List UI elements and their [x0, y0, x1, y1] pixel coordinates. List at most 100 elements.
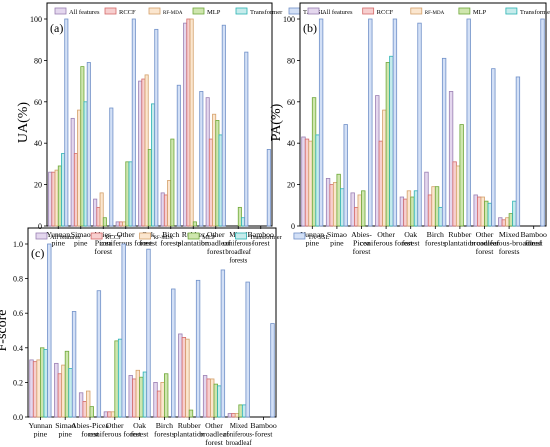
x-tick-label: Oak	[404, 230, 417, 239]
x-tick-label: Rubber	[178, 421, 201, 430]
bar-ta-ssl-8	[515, 76, 521, 227]
bar-ta-ssl-0	[318, 18, 324, 227]
y-tick-label: 20	[287, 181, 295, 190]
bar-rccf-1	[57, 373, 63, 418]
plot-frame	[27, 227, 277, 418]
bar-mlp-3	[114, 340, 119, 418]
panel-label: (b)	[303, 21, 317, 35]
x-tick-label: plantation	[174, 430, 205, 439]
bar-rccf-3	[378, 140, 383, 227]
legend-swatch-3	[192, 7, 205, 15]
bar-transformer-1	[340, 188, 345, 227]
bar-transformer-4	[413, 190, 419, 227]
x-tick-label: Other	[205, 421, 223, 430]
x-tick-label: Simao	[55, 421, 75, 430]
x-tick-label: forest	[402, 239, 421, 248]
bar-rccf-5	[427, 194, 433, 227]
bar-mlp-7	[215, 120, 220, 227]
x-tick-label: pine	[330, 239, 344, 248]
x-tick-label: Other	[117, 230, 135, 239]
panel-pa: All features RCCF RF-MDA MLP Transformer TA-S…	[269, 2, 550, 256]
y-tick-label: 0.6	[13, 309, 23, 318]
bar-rf-mda-3	[382, 109, 387, 227]
bar-rf-mda-0	[36, 359, 41, 418]
x-tick-label: Mixed	[230, 423, 248, 430]
x-tick-label: Yunnan	[300, 230, 324, 239]
bar-mlp-3	[385, 62, 391, 227]
x-tick-label: broadleaf	[470, 239, 500, 248]
bar-all-features-6	[178, 333, 183, 418]
x-tick-label: Birch	[156, 421, 173, 430]
x-tick-label: forest	[131, 430, 150, 439]
bar-rf-mda-1	[77, 109, 82, 227]
y-tick-label: 60	[287, 98, 295, 107]
x-tick-label: forest	[205, 438, 224, 447]
bar-ta-ssl-0	[47, 243, 52, 418]
legend-label-3: MLP	[202, 234, 216, 241]
legend-label-1: RCCF	[105, 234, 122, 241]
x-tick-label: broadleaf	[226, 440, 252, 447]
bar-all-features-0	[29, 359, 34, 418]
legend-label-3: MLP	[473, 9, 487, 16]
bar-transformer-0	[61, 153, 66, 227]
bar-rf-mda-3	[122, 221, 127, 227]
x-tick-label: broadleaf	[225, 249, 251, 256]
x-tick-label: plantation	[178, 239, 209, 248]
bar-mlp-6	[459, 124, 464, 227]
bar-all-features-1	[70, 117, 75, 227]
x-tick-label: forest	[94, 247, 113, 256]
bar-transformer-0	[43, 349, 48, 418]
x-tick-label: coniferous forest	[360, 239, 413, 248]
bar-transformer-1	[68, 368, 73, 418]
bar-all-features-4	[399, 196, 405, 227]
bar-all-features-1	[54, 362, 59, 418]
legend-label-4: Transformer	[250, 9, 283, 16]
panel-ua: All featuresRCCFRF-MDAMLPTransformerTA-S…	[16, 2, 325, 265]
x-tick-label: Simao	[327, 230, 347, 239]
x-tick-label: Mixed	[499, 230, 519, 239]
x-tick-label: Other	[377, 230, 395, 239]
x-tick-label: Rubber	[448, 230, 471, 239]
x-tick-label: forests	[154, 430, 175, 439]
x-tick-label: pine	[34, 430, 48, 439]
legend-swatch-4	[235, 232, 247, 240]
y-axis-label: F-score	[0, 310, 10, 352]
y-tick-label: 100	[283, 15, 295, 24]
x-tick-label: plantation	[444, 239, 475, 248]
bar-ta-ssl-7	[220, 269, 226, 418]
bar-rf-mda-2	[99, 192, 104, 227]
bar-rf-mda-6	[455, 165, 461, 227]
bar-rccf-3	[107, 411, 112, 418]
bar-transformer-4	[142, 371, 148, 418]
bar-transformer-7	[217, 385, 222, 418]
bar-all-features-6	[183, 22, 188, 227]
x-tick-label: coniferous-	[223, 432, 255, 439]
bar-ta-ssl-0	[64, 18, 69, 227]
bar-mlp-7	[484, 200, 489, 227]
bar-ta-ssl-3	[392, 18, 398, 227]
bar-rf-mda-6	[185, 338, 190, 418]
legend-swatch-2	[139, 232, 152, 240]
bar-mlp-4	[147, 149, 152, 227]
x-tick-label: coniferous-	[223, 241, 255, 248]
bar-mlp-5	[163, 373, 169, 418]
bar-all-features-2	[350, 192, 355, 227]
bar-rccf-1	[329, 184, 334, 227]
x-tick-label: Other	[106, 421, 124, 430]
bar-ta-ssl-3	[131, 18, 136, 227]
y-tick-label: 80	[287, 56, 295, 65]
x-tick-label: forests	[229, 258, 247, 265]
panel-fscore: All features RCCF RF-MDA MLP Transformer TA-S…	[0, 227, 329, 447]
legend-label-0: All features	[69, 9, 100, 16]
bar-rccf-4	[132, 378, 137, 418]
x-tick-label: Other	[476, 230, 494, 239]
bar-ta-ssl-7	[491, 68, 496, 227]
bar-rf-mda-0	[54, 169, 59, 227]
bar-rf-mda-7	[210, 378, 215, 418]
bar-rf-mda-8	[505, 217, 510, 227]
bar-all-features-3	[103, 411, 109, 418]
bar-mlp-5	[434, 186, 440, 227]
bar-ta-ssl-9	[540, 18, 545, 227]
bar-rccf-6	[452, 161, 457, 227]
bar-transformer-8	[241, 217, 246, 227]
